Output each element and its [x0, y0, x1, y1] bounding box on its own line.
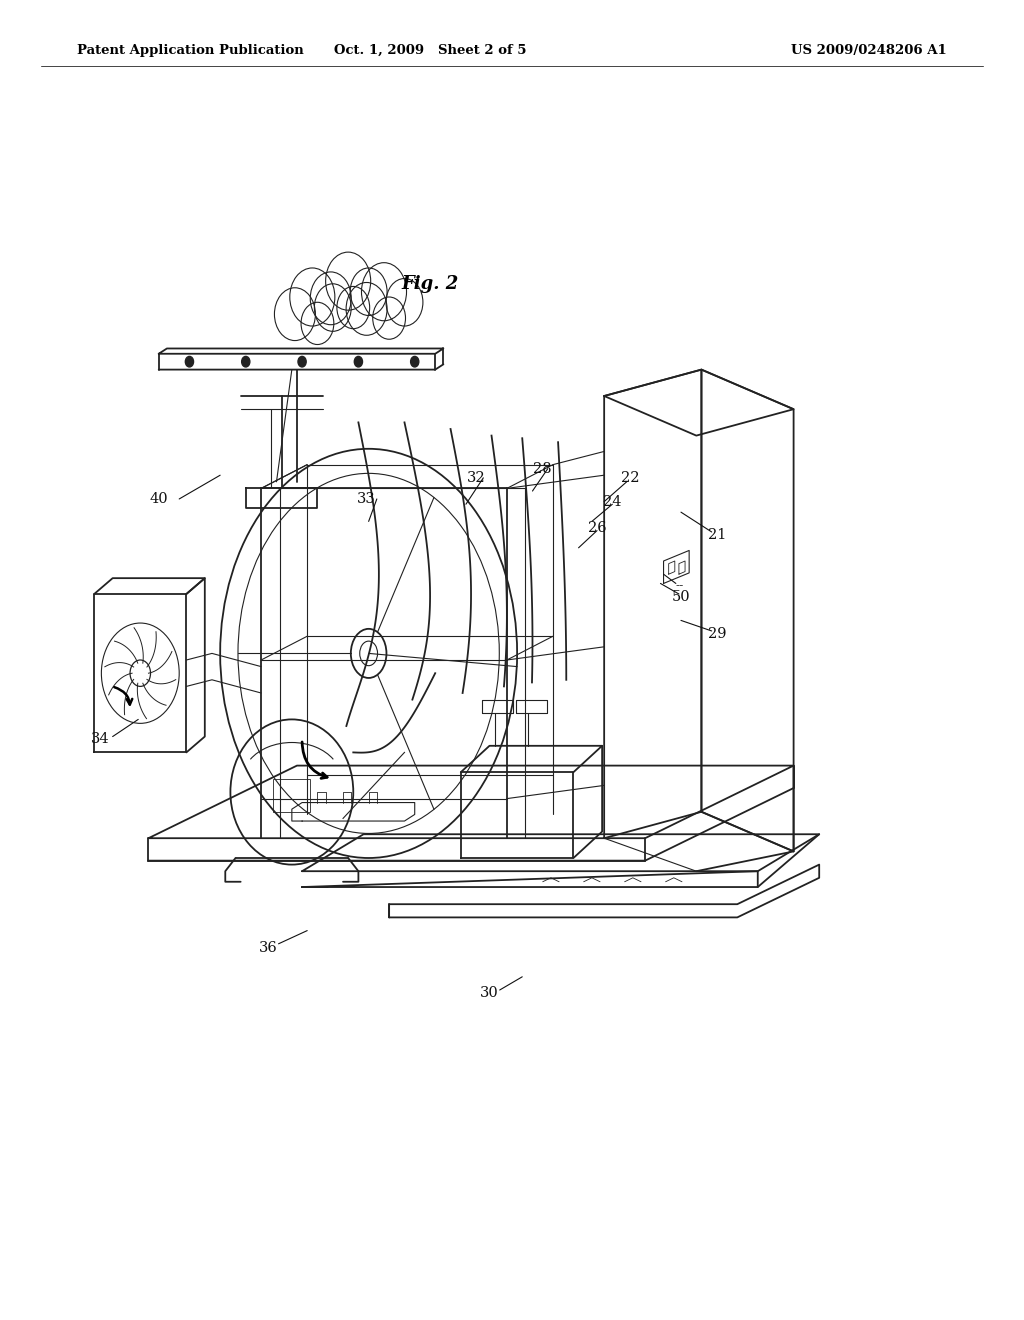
Text: 30: 30 — [480, 986, 499, 999]
Circle shape — [185, 356, 194, 367]
Circle shape — [242, 356, 250, 367]
Text: 33: 33 — [357, 492, 376, 506]
Text: 26: 26 — [588, 521, 606, 535]
Text: 21: 21 — [708, 528, 726, 541]
Text: US 2009/0248206 A1: US 2009/0248206 A1 — [792, 44, 947, 57]
Text: 29: 29 — [708, 627, 726, 640]
Text: Patent Application Publication: Patent Application Publication — [77, 44, 303, 57]
Bar — [273, 779, 310, 812]
Circle shape — [298, 356, 306, 367]
Text: 24: 24 — [603, 495, 622, 508]
Text: 22: 22 — [621, 471, 639, 484]
Text: 34: 34 — [91, 733, 110, 746]
Text: Fig. 2: Fig. 2 — [401, 275, 459, 293]
Circle shape — [130, 660, 151, 686]
Ellipse shape — [359, 642, 378, 665]
Text: 28: 28 — [534, 462, 552, 475]
Text: --: -- — [676, 579, 684, 593]
Text: 32: 32 — [467, 471, 485, 484]
Text: 50: 50 — [672, 590, 690, 603]
Circle shape — [411, 356, 419, 367]
Text: Oct. 1, 2009   Sheet 2 of 5: Oct. 1, 2009 Sheet 2 of 5 — [334, 44, 526, 57]
Circle shape — [354, 356, 362, 367]
Text: 36: 36 — [259, 941, 278, 954]
Text: 40: 40 — [150, 492, 168, 506]
